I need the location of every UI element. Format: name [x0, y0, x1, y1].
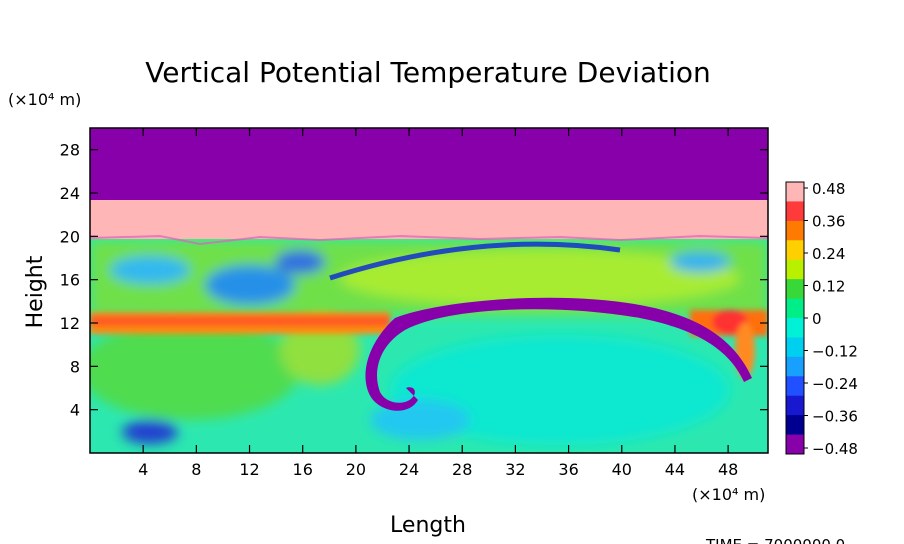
y-unit-label: (×10⁴ m) [8, 90, 81, 109]
colorbar-label: −0.12 [812, 343, 858, 361]
x-tick-label: 16 [293, 460, 313, 479]
x-tick-label: 32 [505, 460, 525, 479]
plot-area [90, 128, 768, 453]
colorbar-swatch [786, 201, 804, 222]
yellow-green-arc [340, 250, 740, 306]
colorbar-swatch [786, 318, 804, 338]
colorbar-label: 0.24 [812, 245, 845, 263]
x-unit-label: (×10⁴ m) [692, 485, 765, 504]
colorbar-label: 0.36 [812, 213, 845, 231]
blue-eddy-3 [275, 250, 325, 274]
colorbar-label: 0.12 [812, 278, 845, 296]
pink-layer [90, 199, 768, 239]
colorbar-label: −0.48 [812, 440, 858, 458]
colorbar-swatch [786, 337, 804, 358]
cyan-core-right [390, 335, 730, 445]
blue-filament [329, 241, 621, 281]
x-tick-label: 12 [239, 460, 259, 479]
x-tick-label: 4 [138, 460, 148, 479]
plot-frame [89, 127, 769, 454]
x-tick-label: 40 [612, 460, 632, 479]
x-tick-label: 24 [399, 460, 419, 479]
upper-layer [90, 128, 768, 200]
colorbar-swatch [786, 220, 804, 241]
y-axis: 4 8 12 16 20 24 28 [60, 141, 768, 420]
colorbar-label: 0 [812, 310, 822, 328]
x-tick-label: 20 [346, 460, 366, 479]
x-tick-label: 8 [191, 460, 201, 479]
footer-time: TIME = 7000000.0 [705, 536, 845, 544]
y-tick-label: 24 [60, 184, 80, 203]
x-axis-title: Length [390, 513, 466, 538]
colorbar-label: −0.36 [812, 408, 858, 426]
x-tick-label: 28 [452, 460, 472, 479]
colorbar-swatch [786, 434, 804, 455]
colorbar-swatch [786, 259, 804, 280]
y-tick-label: 16 [60, 271, 80, 290]
colorbar-swatch [786, 356, 804, 377]
blue-eddy-1 [110, 256, 190, 284]
colorbar-label: 0.48 [812, 180, 845, 198]
colorbar-swatch [786, 415, 804, 436]
colorbar-label: −0.24 [812, 375, 858, 393]
y-tick-label: 12 [60, 314, 80, 333]
colorbar-swatch [786, 240, 804, 261]
colorbar-swatch [786, 279, 804, 300]
green-swirl-left [90, 320, 300, 420]
x-tick-label: 48 [718, 460, 738, 479]
x-tick-label: 44 [665, 460, 685, 479]
blue-eddy-bottom-left [122, 420, 178, 444]
y-axis-title: Height [23, 255, 48, 328]
colorbar-swatch [786, 395, 804, 416]
y-tick-label: 8 [70, 357, 80, 376]
chart-title: Vertical Potential Temperature Deviation [145, 56, 710, 89]
x-axis: 4 8 12 16 20 24 28 32 36 40 44 48 [138, 128, 738, 479]
colorbar-swatch [786, 182, 804, 202]
pink-layer-edge [90, 234, 768, 246]
colorbar-swatch [786, 376, 804, 397]
colorbar: 0.48 0.36 0.24 0.12 0 −0.12 −0.24 −0.36 −0.48 [785, 180, 858, 458]
blue-eddy-2 [205, 265, 295, 305]
y-tick-label: 20 [60, 227, 80, 246]
blue-eddy-4 [670, 252, 730, 272]
y-tick-label: 4 [70, 401, 80, 420]
warm-band-core [90, 316, 390, 326]
x-tick-label: 36 [558, 460, 578, 479]
colorbar-swatch [786, 298, 804, 319]
y-tick-label: 28 [60, 141, 80, 160]
